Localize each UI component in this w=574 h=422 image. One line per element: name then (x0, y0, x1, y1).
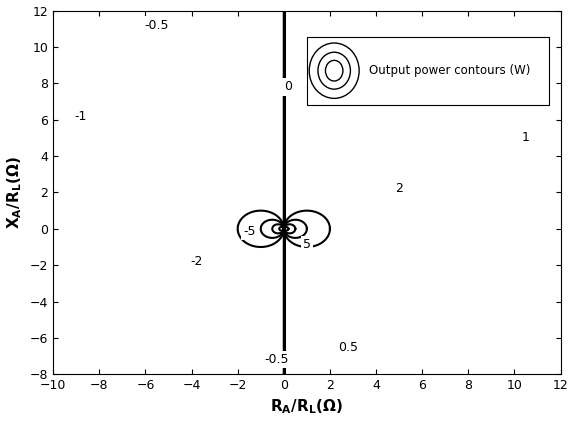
X-axis label: $\mathbf{R_A/ R_L(\Omega)}$: $\mathbf{R_A/ R_L(\Omega)}$ (270, 398, 343, 417)
Text: Output power contours (W): Output power contours (W) (369, 64, 530, 77)
Text: 2: 2 (395, 182, 403, 195)
Text: -0.5: -0.5 (145, 19, 169, 32)
Text: -2: -2 (190, 255, 203, 268)
Text: 5: 5 (303, 238, 311, 251)
Text: 1: 1 (522, 131, 530, 144)
Y-axis label: $\mathbf{X_A/ R_L (\Omega)}$: $\mathbf{X_A/ R_L (\Omega)}$ (6, 156, 24, 229)
Text: 0.5: 0.5 (339, 341, 358, 354)
Text: -5: -5 (243, 225, 255, 238)
Text: -0.5: -0.5 (265, 353, 289, 366)
Text: -1: -1 (75, 110, 87, 122)
Text: 0: 0 (285, 81, 292, 93)
